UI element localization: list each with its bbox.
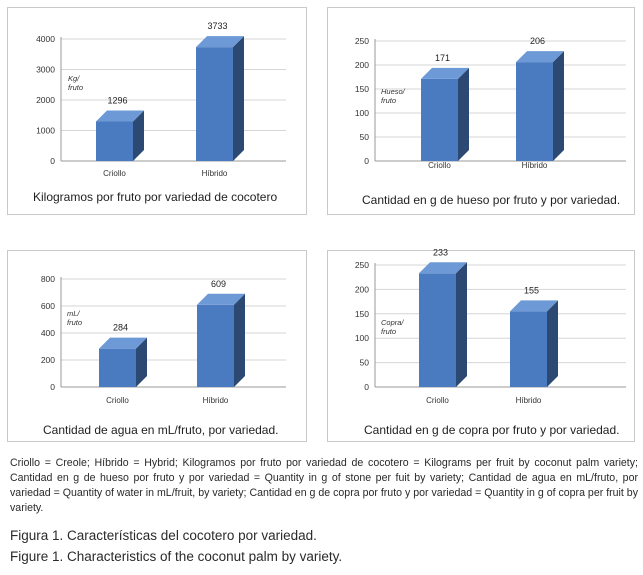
figure-caption: Criollo = Creole; Híbrido = Hybrid; Kilo…	[10, 457, 638, 514]
bar-criollo	[419, 273, 456, 387]
y-axis-label: fruto	[68, 83, 83, 92]
y-tick-label: 0	[364, 156, 369, 166]
chart-svg-3: 0 200 400 600 800 mL/fruto 284 Criollo 609 Híbrid…	[41, 274, 286, 405]
chart-panel-4: 0 50 100 150 200 250 Copra/fruto 233 Criollo 155 H…	[327, 247, 635, 442]
bar-side	[547, 300, 558, 387]
chart-panel-1: 0 1000 2000 3000 4000 Kg/fruto 1296 Criollo 3733…	[7, 7, 307, 215]
figure-title-es: Figura 1. Características del cocotero p…	[10, 528, 317, 543]
chart-title-3: Cantidad de agua en mL/fruto, por varied…	[43, 423, 279, 437]
y-tick-label: 0	[50, 382, 55, 392]
y-tick-label: 250	[355, 36, 369, 46]
y-tick-label: 200	[41, 355, 55, 365]
data-label: 171	[435, 53, 450, 63]
data-label: 233	[433, 247, 448, 257]
bar-criollo	[96, 121, 133, 161]
chart-panel-2: 0 50 100 150 200 250 Hueso/fruto 171 Criollo 206 H…	[327, 7, 635, 215]
chart-svg-4: 0 50 100 150 200 250 Copra/fruto 233 Criollo 155 H…	[355, 247, 626, 405]
bar-híbrido	[516, 62, 553, 162]
y-tick-label: 150	[355, 309, 369, 319]
bar-híbrido	[510, 311, 547, 387]
chart-title-1: Kilogramos por fruto por variedad de coc…	[33, 190, 278, 204]
bar-híbrido	[197, 304, 234, 387]
y-tick-label: 2000	[36, 95, 55, 105]
data-label: 3733	[207, 21, 227, 31]
y-tick-label: 200	[355, 60, 369, 70]
y-tick-label: 1000	[36, 126, 55, 136]
bar-side	[456, 262, 467, 387]
x-tick-label: Criollo	[426, 396, 449, 405]
bar-criollo	[99, 348, 136, 387]
y-axis-label: mL/	[67, 309, 80, 318]
chart-svg-2: 0 50 100 150 200 250 Hueso/fruto 171 Criollo 206 H…	[355, 36, 626, 170]
bar-top	[510, 300, 558, 312]
bar-side	[136, 337, 147, 387]
y-tick-label: 250	[355, 260, 369, 270]
bar-top	[421, 67, 469, 79]
y-tick-label: 150	[355, 84, 369, 94]
y-tick-label: 50	[360, 132, 370, 142]
bar-side	[458, 67, 469, 161]
data-label: 609	[211, 279, 226, 289]
data-label: 206	[530, 36, 545, 46]
y-axis-label: Copra/	[381, 318, 404, 327]
bar-top	[197, 293, 245, 305]
figure-title-en: Figure 1. Characteristics of the coconut…	[10, 549, 343, 564]
y-axis-label: fruto	[67, 318, 82, 327]
y-tick-label: 800	[41, 274, 55, 284]
chart-title-4: Cantidad en g de copra por fruto y por v…	[364, 423, 620, 437]
x-tick-label: Híbrido	[202, 169, 228, 178]
y-axis-label: Hueso/	[381, 87, 406, 96]
bar-side	[133, 110, 144, 161]
bar-side	[233, 36, 244, 161]
data-label: 284	[113, 323, 128, 333]
y-tick-label: 0	[50, 156, 55, 166]
y-tick-label: 3000	[36, 65, 55, 75]
bar-side	[234, 293, 245, 387]
y-tick-label: 50	[360, 358, 370, 368]
y-tick-label: 100	[355, 108, 369, 118]
bar-top	[516, 51, 564, 63]
chart-svg-1: 0 1000 2000 3000 4000 Kg/fruto 1296 Criollo 3733…	[36, 21, 286, 178]
y-tick-label: 4000	[36, 34, 55, 44]
bar-criollo	[421, 78, 458, 161]
data-label: 155	[524, 285, 539, 295]
data-label: 1296	[107, 95, 127, 105]
bar-top	[419, 262, 467, 274]
bar-híbrido	[196, 47, 233, 161]
bar-side	[553, 51, 564, 162]
y-tick-label: 200	[355, 284, 369, 294]
x-tick-label: Criollo	[106, 396, 129, 405]
chart-panel-3: 0 200 400 600 800 mL/fruto 284 Criollo 609 Híbrid…	[7, 250, 307, 442]
y-axis-label: fruto	[381, 327, 396, 336]
y-tick-label: 100	[355, 333, 369, 343]
y-tick-label: 400	[41, 328, 55, 338]
chart-title-2: Cantidad en g de hueso por fruto y por v…	[362, 193, 621, 207]
x-tick-label: Híbrido	[522, 161, 548, 170]
bar-top	[99, 337, 147, 349]
y-tick-label: 0	[364, 382, 369, 392]
x-tick-label: Criollo	[103, 169, 126, 178]
x-tick-label: Híbrido	[516, 396, 542, 405]
y-axis-label: fruto	[381, 96, 396, 105]
x-tick-label: Híbrido	[203, 396, 229, 405]
bar-top	[196, 36, 244, 48]
y-tick-label: 600	[41, 301, 55, 311]
bar-top	[96, 110, 144, 122]
y-axis-label: Kg/	[68, 74, 80, 83]
x-tick-label: Criollo	[428, 161, 451, 170]
